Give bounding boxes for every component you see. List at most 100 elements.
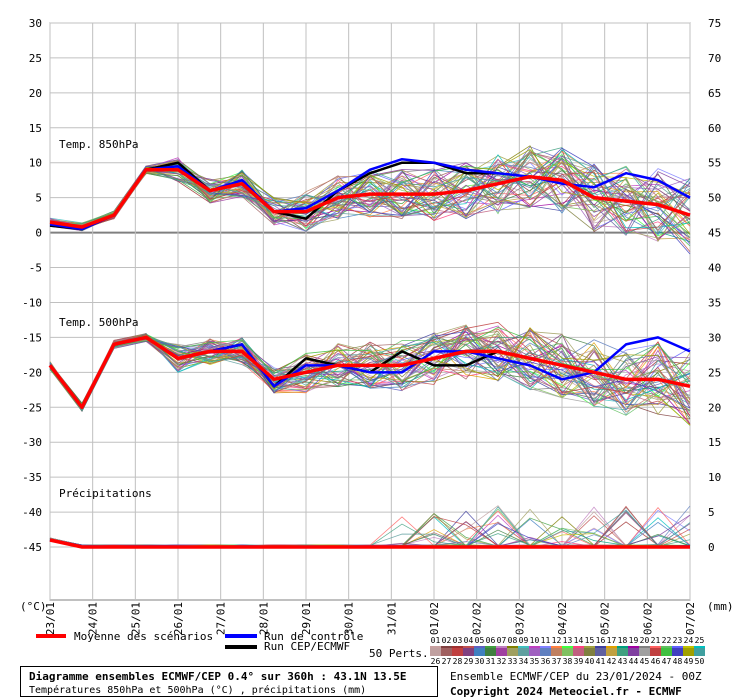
member-color-swatch [551,648,562,656]
legend-control-label: Run de contrôle [264,630,364,643]
member-color-swatch [518,648,529,656]
perturbation-line [49,161,691,240]
legend-cep-label: Run CEP/ECMWF [264,640,351,653]
member-number: 07 [496,636,507,645]
right-tick-label: 25 [708,366,721,379]
left-tick-label: 30 [29,17,42,30]
right-axis-unit: (mm) [707,600,734,613]
member-color-swatch [441,648,452,656]
left-tick-label: 0 [35,227,42,240]
series-line-precip [49,538,690,549]
x-axis-ticks: 23/01 24/01 25/01 26/01 27/01 28/01 29/01 30/01… [44,602,697,635]
member-color-swatch [507,648,518,656]
left-tick-label: 15 [29,122,42,135]
left-axis-ticks: 30 25 20 15 10 5 0 -5 -10 -15 -20 -25 -30 -35 -40 -45 [22,17,42,554]
member-color-swatch [650,648,661,656]
member-number: 16 [595,636,606,645]
member-color-swatch [617,648,628,656]
right-tick-label: 65 [708,87,721,100]
left-tick-label: -45 [22,541,42,554]
member-number: 18 [617,636,628,645]
member-number: 12 [551,636,562,645]
right-tick-label: 45 [708,227,721,240]
right-tick-label: 75 [708,17,721,30]
member-number: 19 [628,636,639,645]
member-number: 43 [617,657,628,666]
member-color-swatch [683,648,694,656]
right-tick-label: 35 [708,296,721,309]
x-tick-label: 25/01 [129,602,142,635]
member-color-swatch [595,648,606,656]
copyright: Copyright 2024 Meteociel.fr - ECMWF [450,685,682,698]
left-axis-unit: (°C) [20,600,47,613]
member-number: 30 [474,657,485,666]
member-color-swatch [529,648,540,656]
member-number: 26 [430,657,441,666]
member-number: 14 [573,636,584,645]
x-tick-label: 05/02 [599,602,612,635]
panel-label-500: Temp. 500hPa [59,316,138,329]
chart-title: Diagramme ensembles ECMWF/CEP 0.4° sur 3… [29,670,407,683]
perturbation-line [49,147,691,235]
legend-cep-swatch [225,645,257,649]
x-tick-label: 31/01 [385,602,398,635]
right-tick-label: 15 [708,436,721,449]
right-tick-label: 0 [708,541,715,554]
member-number: 31 [485,657,496,666]
chart-info-box: Diagramme ensembles ECMWF/CEP 0.4° sur 3… [20,666,438,697]
member-number: 09 [518,636,529,645]
member-number: 42 [606,657,617,666]
member-color-swatch [540,648,551,656]
member-number: 36 [540,657,551,666]
left-tick-label: 10 [29,157,42,170]
perturbation-line [49,324,691,412]
member-number: 27 [441,657,452,666]
left-tick-label: -25 [22,401,42,414]
member-number: 25 [694,636,705,645]
legend-control-swatch [225,634,257,638]
x-tick-label: 06/02 [641,602,654,635]
member-color-swatch [584,648,595,656]
member-number: 29 [463,657,474,666]
legend-mean-swatch [36,634,66,638]
left-tick-label: -15 [22,331,42,344]
member-number: 05 [474,636,485,645]
x-tick-label: 29/01 [300,602,313,635]
member-number: 24 [683,636,694,645]
member-color-swatch [661,648,672,656]
right-tick-label: 30 [708,331,721,344]
perturbation-line [49,155,691,232]
left-tick-label: -30 [22,436,42,449]
member-number: 10 [529,636,540,645]
member-color-swatch [430,648,441,656]
series-line-t850 [49,167,691,229]
x-tick-label: 03/02 [513,602,526,635]
member-number: 13 [562,636,573,645]
x-tick-label: 24/01 [87,602,100,635]
member-number: 28 [452,657,463,666]
left-tick-label: -20 [22,366,42,379]
member-number: 40 [584,657,595,666]
legend-mean-label: Moyenne des scénarios [74,630,214,643]
member-number: 15 [584,636,595,645]
member-color-swatch [694,648,705,656]
panel-label-850: Temp. 850hPa [59,138,138,151]
member-number: 45 [639,657,650,666]
left-tick-label: 5 [35,192,42,205]
x-tick-label: 28/01 [257,602,270,635]
member-number: 21 [650,636,661,645]
x-tick-label: 02/02 [471,602,484,635]
chart-subtitle: Températures 850hPa et 500hPa (°C) , pré… [29,685,367,696]
panel-label-precip: Précipitations [59,487,152,500]
right-tick-label: 10 [708,471,721,484]
left-tick-label: 25 [29,52,42,65]
member-number: 49 [683,657,694,666]
member-number: 08 [507,636,518,645]
member-color-swatch [672,648,683,656]
right-tick-label: 50 [708,192,721,205]
member-color-swatch [474,648,485,656]
member-color-swatch [485,648,496,656]
member-color-swatch [496,648,507,656]
x-tick-label: 07/02 [684,602,697,635]
member-color-swatch [463,648,474,656]
